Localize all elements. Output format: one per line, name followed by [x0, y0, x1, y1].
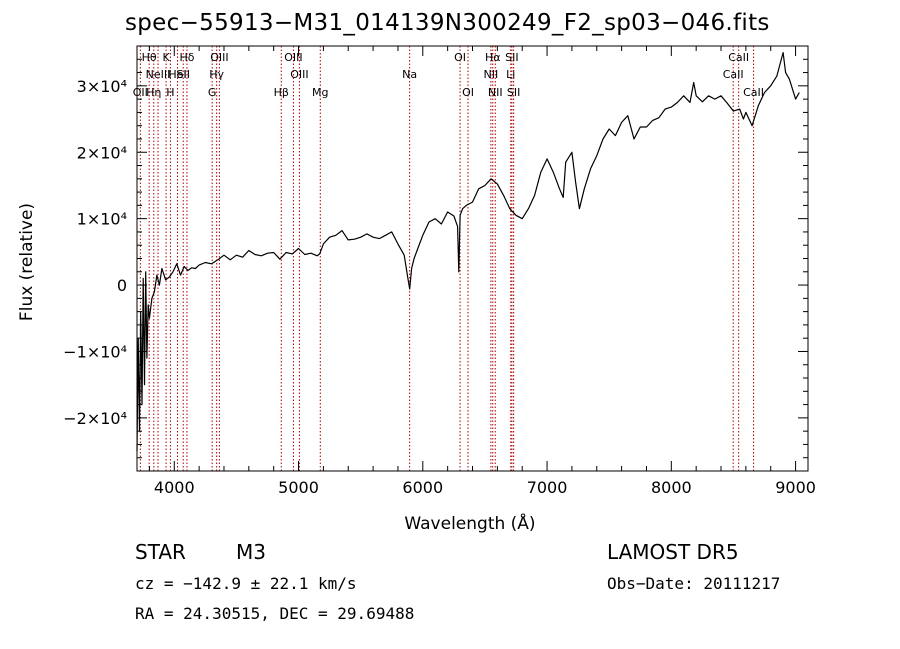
spectral-line-label-21: NII: [488, 86, 503, 99]
observation-date: Obs−Date: 20111217: [607, 574, 781, 593]
spectral-line-label-9: G: [208, 86, 217, 99]
object-subclass: M3: [236, 540, 266, 564]
axis-ticks: [137, 45, 808, 472]
y-tick-label-2: 0: [117, 276, 127, 295]
x-tick-label-1: 5000: [278, 478, 319, 497]
chart-title: spec−55913−M31_014139N300249_F2_sp03−046…: [125, 10, 770, 36]
spectral-line-markers: [139, 46, 755, 471]
spectral-line-label-13: OIII: [284, 51, 302, 64]
spectral-line-label-17: OI: [454, 51, 466, 64]
spectral-line-label-15: Mg: [312, 86, 328, 99]
spectral-line-labels: OIIHθHηNeIIIKHHeISIIHδGHγOIIIHβOIIIOIIIM…: [133, 51, 764, 99]
spectral-line-label-23: SII: [505, 51, 518, 64]
y-tick-label-0: −2×10⁴: [63, 409, 127, 428]
plot-frame: [136, 45, 809, 472]
x-axis-label: Wavelength (Å): [404, 512, 535, 534]
spectral-line-label-12: Hβ: [274, 86, 289, 99]
y-axis-label: Flux (relative): [17, 203, 37, 321]
spectral-line-label-24: SII: [507, 86, 520, 99]
spectral-line-label-19: NII: [484, 68, 499, 81]
spectral-line-label-18: OI: [462, 86, 474, 99]
spectral-line-label-20: Hα: [485, 51, 501, 64]
spectrum-line-0: [136, 51, 800, 452]
object-class: STAR: [135, 540, 186, 564]
x-tick-label-3: 7000: [527, 478, 568, 497]
spectral-line-label-14: OIII: [290, 68, 308, 81]
spectral-line-label-5: H: [166, 86, 174, 99]
spectral-line-label-8: Hδ: [179, 51, 194, 64]
spectral-line-label-25: CaII: [723, 68, 744, 81]
spectral-line-label-11: OIII: [210, 51, 228, 64]
spectral-line-label-7: SII: [176, 68, 189, 81]
y-tick-label-4: 2×10⁴: [77, 143, 127, 162]
spectral-line-label-22: Li: [506, 68, 515, 81]
spectral-line-label-16: Na: [402, 68, 417, 81]
x-tick-label-0: 4000: [154, 478, 195, 497]
y-tick-label-1: −1×10⁴: [63, 342, 127, 361]
spectral-line-label-27: CaII: [743, 86, 764, 99]
x-tick-labels: 4000 5000 6000 7000 8000 9000: [154, 478, 816, 497]
x-tick-label-4: 8000: [651, 478, 692, 497]
x-tick-label-5: 9000: [775, 478, 816, 497]
spectral-line-label-10: Hγ: [209, 68, 224, 81]
y-tick-label-5: 3×10⁴: [77, 77, 127, 96]
ra-dec-coordinates: RA = 24.30515, DEC = 29.69488: [135, 604, 415, 623]
spectral-line-label-2: Hη: [146, 86, 161, 99]
spectral-line-label-4: K: [162, 51, 170, 64]
x-tick-label-2: 6000: [402, 478, 443, 497]
y-tick-label-3: 1×10⁴: [77, 210, 127, 229]
spectral-line-label-26: CaII: [728, 51, 749, 64]
redshift-cz: cz = −142.9 ± 22.1 km/s: [135, 574, 357, 593]
spectral-line-label-6: HeI: [168, 68, 186, 81]
spectrum-series: [136, 51, 800, 452]
y-tick-labels: −2×10⁴ −1×10⁴ 0 1×10⁴ 2×10⁴ 3×10⁴: [63, 77, 127, 428]
survey-name: LAMOST DR5: [607, 540, 739, 564]
spectral-line-label-1: Hθ: [142, 51, 157, 64]
spectral-line-label-3: NeIII: [146, 68, 171, 81]
